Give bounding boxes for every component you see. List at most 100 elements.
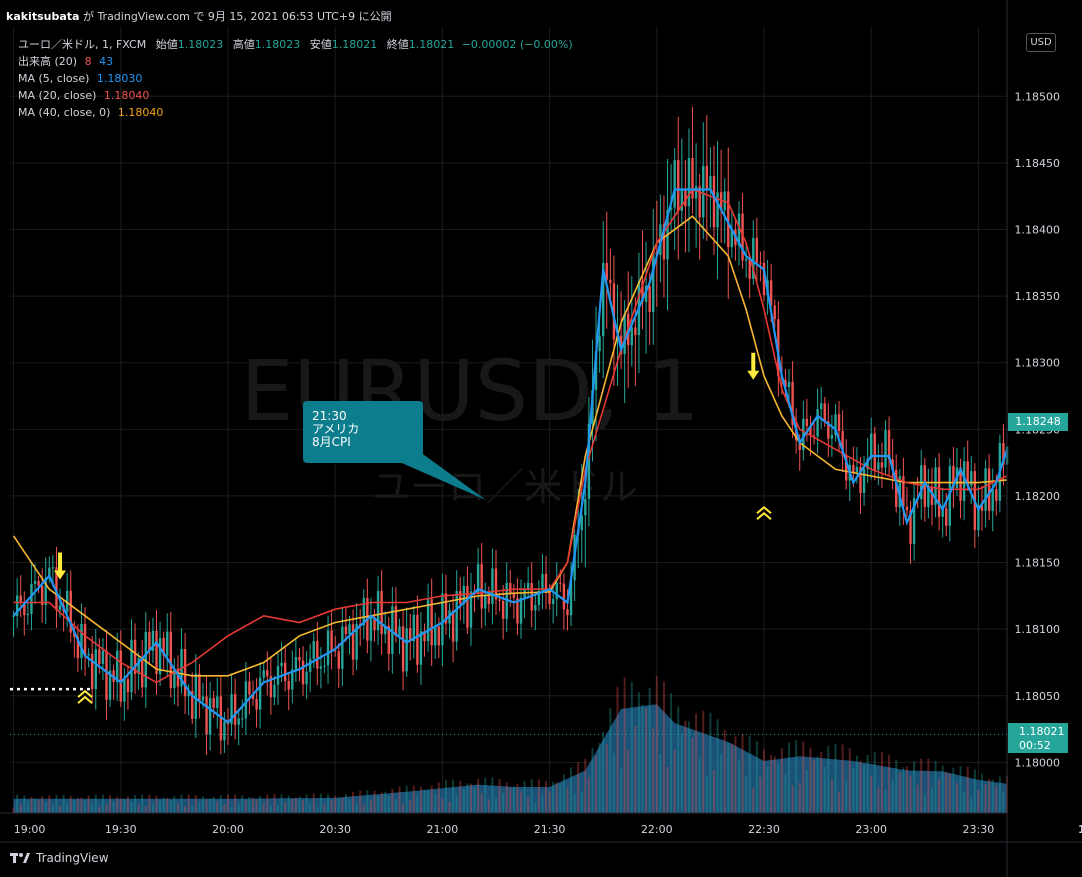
candle-body <box>934 467 937 505</box>
callout-event: 8月CPI <box>312 435 351 449</box>
candle-body <box>90 653 94 690</box>
candle-body <box>652 251 655 312</box>
candle-body <box>802 418 805 451</box>
candle-body <box>423 631 426 642</box>
volume-bar <box>12 807 15 813</box>
volume-bar <box>294 797 297 813</box>
cpi-callout[interactable]: 21:30 アメリカ 8月CPI <box>303 401 423 463</box>
volume-bar <box>766 766 769 813</box>
volume-bar <box>991 779 994 813</box>
volume-bar <box>212 796 215 813</box>
volume-bar <box>745 776 748 813</box>
volume-bar <box>109 795 112 813</box>
candle-body <box>494 568 498 600</box>
volume-bar <box>423 790 426 813</box>
volume-bar <box>434 793 437 813</box>
high-label: 高値 <box>232 38 255 51</box>
volume-bar <box>623 677 626 813</box>
candle-body <box>544 573 548 591</box>
volume-bar <box>712 769 715 813</box>
candle-body <box>58 605 62 611</box>
volume-bar <box>219 795 222 813</box>
volume-bar <box>130 801 133 813</box>
volume-bar <box>880 751 883 813</box>
volume-bar <box>287 795 290 813</box>
candle-body <box>319 666 323 669</box>
candle-body <box>598 336 601 352</box>
change-value: −0.00002 (−0.00%) <box>461 38 573 51</box>
time-tick-label: 19:30 <box>105 823 137 836</box>
volume-bar <box>126 796 129 813</box>
volume-bar <box>173 795 176 813</box>
volume-bar <box>452 779 455 813</box>
volume-bar <box>988 778 991 813</box>
candle-body <box>362 597 365 626</box>
candle-body <box>169 631 173 689</box>
legend-volume-row[interactable]: 出来高 (20) 8 43 <box>18 53 573 70</box>
legend-ma40-row[interactable]: MA (40, close, 0) 1.18040 <box>18 104 573 121</box>
candle-body <box>866 458 869 470</box>
volume-bar <box>291 799 294 813</box>
ma40-line <box>12 215 1008 677</box>
ma5-label: MA (5, close) <box>18 72 90 85</box>
volume-bar <box>530 779 533 813</box>
volume-bar <box>448 801 451 813</box>
volume-bar <box>223 804 226 813</box>
author-name[interactable]: kakitsubata <box>6 10 80 23</box>
legend-ma20-row[interactable]: MA (20, close) 1.18040 <box>18 87 573 104</box>
volume-bar <box>277 805 280 813</box>
volume-bar <box>548 790 551 813</box>
volume-bar <box>319 793 322 813</box>
candle-body <box>205 696 208 735</box>
candle-body <box>519 597 523 624</box>
candle-body <box>702 165 705 218</box>
volume-bar <box>377 795 380 813</box>
volume-bar <box>845 779 848 813</box>
countdown-value: 00:52 <box>1019 739 1051 752</box>
volume-bar <box>888 754 891 813</box>
watermark-name: ユーロ／米ドル <box>372 465 638 509</box>
candle-body <box>587 423 591 499</box>
tradingview-footer[interactable]: TradingView <box>10 851 109 865</box>
volume-bar <box>37 799 40 813</box>
candle-body <box>15 595 19 616</box>
candle-body <box>384 625 387 635</box>
candle-body <box>1002 442 1005 465</box>
time-tick-label: 23:00 <box>855 823 887 836</box>
volume-bar <box>655 676 658 813</box>
volume-bar <box>763 749 766 813</box>
candle-body <box>980 505 984 511</box>
candle-body <box>434 626 437 646</box>
legend: ユーロ／米ドル, 1, FXCM 始値1.18023 高値1.18023 安値1… <box>18 36 573 121</box>
candle-body <box>201 696 205 701</box>
volume-bar <box>137 804 140 813</box>
candle-body <box>301 660 305 685</box>
candle-body <box>712 175 716 228</box>
candle-body <box>484 596 487 609</box>
candle-body <box>287 681 290 690</box>
candle-body <box>977 505 980 531</box>
legend-ma5-row[interactable]: MA (5, close) 1.18030 <box>18 70 573 87</box>
volume-bar <box>652 728 655 813</box>
candle-body <box>791 381 794 425</box>
price-tick-label: 1.18200 <box>1015 490 1061 503</box>
volume-bar <box>748 735 751 813</box>
volume-bar <box>830 779 833 813</box>
volume-bar <box>816 756 819 813</box>
volume-bar <box>119 798 122 813</box>
volume-bar <box>16 794 19 813</box>
volume-bar <box>151 803 154 813</box>
volume-bar <box>309 803 312 813</box>
volume-bar <box>702 710 705 813</box>
candle-body <box>276 666 280 685</box>
candle-body <box>727 191 730 248</box>
volume-bar <box>244 800 247 813</box>
price-tick-label: 1.18300 <box>1015 357 1061 370</box>
volume-bar <box>684 720 687 813</box>
double-chevron-up-icon <box>756 505 772 521</box>
volume-bar <box>687 721 690 813</box>
currency-button[interactable]: USD <box>1026 33 1056 52</box>
legend-symbol-row[interactable]: ユーロ／米ドル, 1, FXCM 始値1.18023 高値1.18023 安値1… <box>18 36 573 53</box>
candle-body <box>55 567 58 611</box>
